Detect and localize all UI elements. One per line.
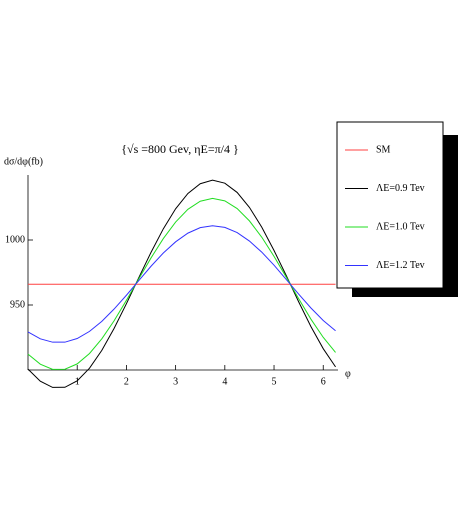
legend-label: ΛE=0.9 Tev	[376, 183, 425, 194]
y-tick-label: 1000	[5, 234, 25, 245]
legend-label: ΛE=1.2 Tev	[376, 260, 425, 271]
x-tick-label: 2	[124, 376, 129, 387]
x-tick-label: 3	[173, 376, 178, 387]
legend-label: ΛE=1.0 Tev	[376, 221, 425, 232]
chart-title: {√s =800 Gev, ηE=π/4 }	[121, 142, 239, 156]
x-tick-label: 6	[321, 376, 326, 387]
y-tick-label: 950	[10, 299, 25, 310]
x-axis-label: φ	[345, 368, 351, 379]
legend-label: SM	[376, 144, 391, 155]
x-tick-label: 4	[222, 376, 227, 387]
line	[27, 179, 336, 388]
y-axis-label: dσ/dφ(fb)	[4, 156, 43, 167]
x-tick-label: 5	[272, 376, 277, 387]
x-tick-label: 1	[75, 376, 80, 387]
line	[27, 197, 336, 370]
line	[27, 225, 336, 343]
